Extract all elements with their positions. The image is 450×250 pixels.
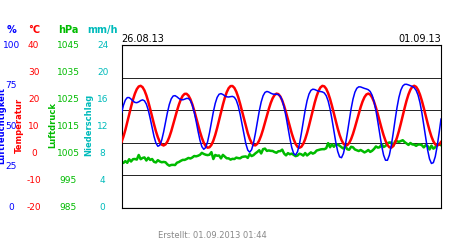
Text: 995: 995: [60, 176, 77, 185]
Text: 10: 10: [28, 122, 40, 131]
Text: 75: 75: [5, 81, 17, 90]
Text: %: %: [6, 25, 16, 35]
Text: Luftdruck: Luftdruck: [49, 102, 58, 148]
Text: hPa: hPa: [58, 25, 79, 35]
Text: °C: °C: [28, 25, 40, 35]
Text: 50: 50: [5, 122, 17, 131]
Text: 0: 0: [100, 203, 105, 212]
Text: 985: 985: [60, 203, 77, 212]
Text: Temperatur: Temperatur: [15, 98, 24, 152]
Text: 12: 12: [97, 122, 108, 131]
Text: 0: 0: [31, 149, 36, 158]
Text: Luftfeuchtigkeit: Luftfeuchtigkeit: [0, 86, 6, 164]
Text: -10: -10: [27, 176, 41, 185]
Text: 30: 30: [28, 68, 40, 76]
Text: -20: -20: [27, 203, 41, 212]
Text: 1025: 1025: [57, 95, 80, 104]
Text: 25: 25: [5, 162, 17, 172]
Text: 1045: 1045: [57, 40, 80, 50]
Text: 8: 8: [100, 149, 105, 158]
Text: 1035: 1035: [57, 68, 80, 76]
Text: Niederschlag: Niederschlag: [85, 94, 94, 156]
Text: 1015: 1015: [57, 122, 80, 131]
Text: 1005: 1005: [57, 149, 80, 158]
Text: 4: 4: [100, 176, 105, 185]
Text: 20: 20: [97, 68, 108, 76]
Text: 100: 100: [3, 40, 20, 50]
Text: 26.08.13: 26.08.13: [122, 34, 164, 44]
Text: 40: 40: [28, 40, 40, 50]
Text: 20: 20: [28, 95, 40, 104]
Text: 24: 24: [97, 40, 108, 50]
Text: mm/h: mm/h: [87, 25, 118, 35]
Text: Erstellt: 01.09.2013 01:44: Erstellt: 01.09.2013 01:44: [158, 231, 266, 240]
Text: 01.09.13: 01.09.13: [398, 34, 441, 44]
Text: 0: 0: [9, 203, 14, 212]
Text: 16: 16: [97, 95, 108, 104]
